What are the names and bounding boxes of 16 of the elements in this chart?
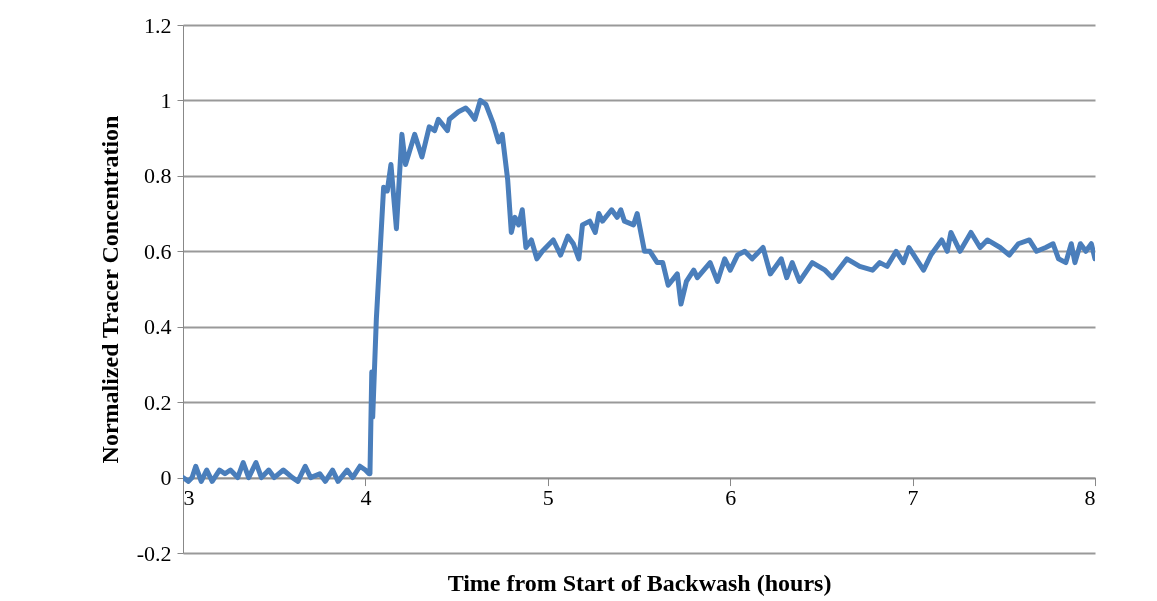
x-tick-label: 7: [907, 485, 919, 511]
y-tick-label: 1: [160, 87, 172, 113]
x-tick-label: 5: [542, 485, 554, 511]
y-tick-label: 1.2: [144, 12, 172, 38]
x-tick-label: 6: [725, 485, 737, 511]
y-axis-title: Normalized Tracer Concentration: [96, 115, 123, 464]
y-tick-label: 0: [160, 465, 172, 491]
x-tick-label: 8: [1084, 485, 1096, 511]
y-tick-label: 0.2: [144, 389, 172, 415]
x-tick-label: 3: [183, 485, 195, 511]
y-tick-label: -0.2: [136, 540, 172, 566]
y-tick-label: 0.4: [144, 314, 172, 340]
y-tick-label: 0.8: [144, 163, 172, 189]
y-tick-label: 0.6: [144, 238, 172, 264]
x-axis-title: Time from Start of Backwash (hours): [447, 569, 832, 596]
x-tick-label: 4: [360, 485, 372, 511]
